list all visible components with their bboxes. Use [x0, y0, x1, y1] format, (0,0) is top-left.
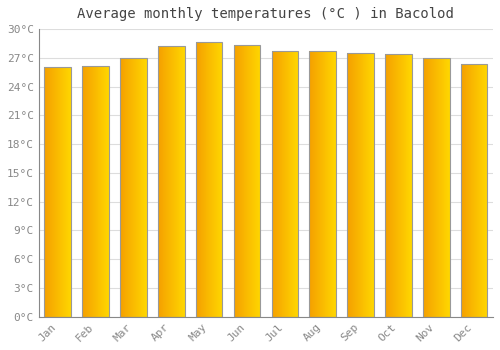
Bar: [158, 46, 184, 317]
Bar: [120, 58, 146, 317]
Bar: [348, 53, 374, 317]
Bar: [82, 66, 109, 317]
Bar: [44, 68, 71, 317]
Bar: [423, 58, 450, 317]
Bar: [272, 51, 298, 317]
Bar: [461, 64, 487, 317]
Bar: [385, 54, 411, 317]
Bar: [310, 51, 336, 317]
Bar: [196, 42, 222, 317]
Title: Average monthly temperatures (°C ) in Bacolod: Average monthly temperatures (°C ) in Ba…: [78, 7, 454, 21]
Bar: [234, 46, 260, 317]
